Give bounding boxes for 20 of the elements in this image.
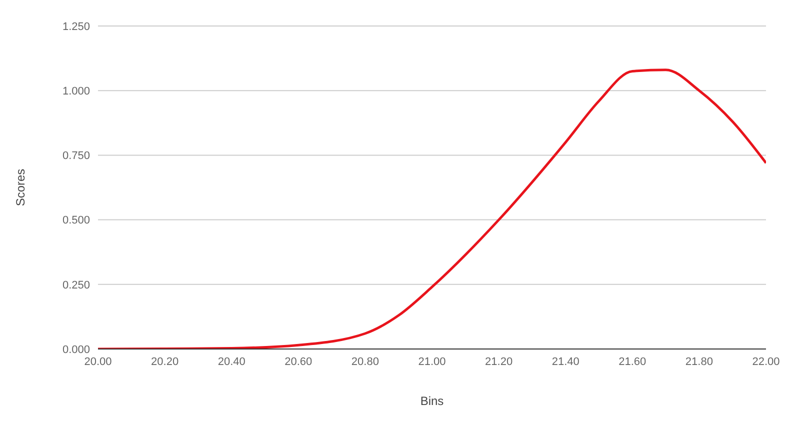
x-tick-label: 20.20 bbox=[151, 356, 179, 368]
y-tick-label: 0.750 bbox=[62, 150, 90, 162]
x-tick-label: 21.60 bbox=[618, 356, 646, 368]
y-tick-label: 1.250 bbox=[62, 20, 90, 33]
y-axis-title: Scores bbox=[13, 168, 28, 206]
y-tick-label: 0.000 bbox=[62, 344, 90, 356]
x-axis-title: Bins bbox=[420, 394, 444, 408]
y-tick-label: 0.500 bbox=[62, 214, 90, 227]
x-tick-label: 21.80 bbox=[685, 356, 713, 368]
x-tick-label: 20.60 bbox=[284, 356, 312, 368]
x-tick-label: 20.40 bbox=[218, 356, 246, 368]
x-tick-label: 21.20 bbox=[485, 356, 513, 368]
y-tick-label: 0.250 bbox=[62, 279, 90, 292]
line-series bbox=[98, 68, 766, 349]
x-tick-label: 21.40 bbox=[552, 356, 580, 368]
x-tick-label: 21.00 bbox=[418, 356, 446, 368]
y-tick-label: 1.000 bbox=[62, 86, 90, 98]
x-tick-label: 20.00 bbox=[84, 356, 112, 368]
x-tick-label: 20.80 bbox=[351, 356, 379, 368]
x-tick-label: 22.00 bbox=[752, 356, 780, 368]
